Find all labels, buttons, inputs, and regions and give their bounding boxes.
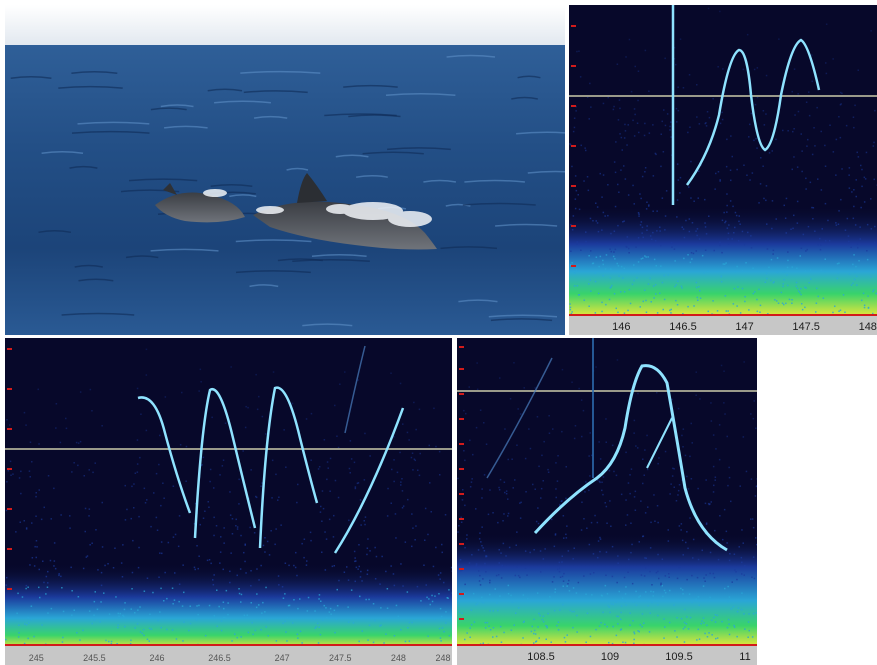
x-axis: 146 146.5 147 147.5 148 bbox=[569, 314, 877, 335]
dolphin-back bbox=[155, 183, 245, 223]
waves bbox=[10, 54, 565, 327]
x-tick: 245 bbox=[28, 653, 44, 663]
spectrogram-bottom-left: 245 245.5 246 246.5 247 247.5 248 248 bbox=[5, 338, 452, 665]
spectrogram-bottom-left-plot bbox=[5, 345, 452, 648]
x-tick: 245.5 bbox=[83, 653, 106, 663]
noise-speckle bbox=[457, 359, 757, 646]
x-tick: 247 bbox=[274, 653, 290, 663]
x-tick: 248 bbox=[390, 653, 406, 663]
faint-contour bbox=[344, 345, 366, 434]
spectrogram-bottom-right-plot bbox=[457, 338, 757, 646]
spectrogram-bottom-right: 108.5 109 109.5 11 bbox=[457, 338, 757, 665]
freq-ticks bbox=[459, 346, 464, 620]
x-tick: 248 bbox=[435, 653, 451, 663]
noise-band bbox=[457, 533, 757, 646]
whistle-contour bbox=[533, 364, 728, 552]
x-tick: 109 bbox=[600, 651, 620, 663]
whistle-contour-3 bbox=[258, 386, 319, 549]
spectrogram-top-right: 146 146.5 147 147.5 148 bbox=[569, 5, 877, 335]
x-axis: 245 245.5 246 246.5 247 247.5 248 248 bbox=[5, 644, 452, 665]
x-tick: 247.5 bbox=[328, 653, 352, 663]
whistle-contour-1 bbox=[137, 396, 192, 514]
spectrogram-top-right-plot bbox=[569, 5, 877, 316]
x-tick: 147 bbox=[735, 321, 754, 333]
x-tick: 146 bbox=[612, 321, 631, 333]
x-tick: 11 bbox=[739, 651, 751, 663]
faint-contour bbox=[486, 357, 553, 479]
x-tick: 108.5 bbox=[527, 651, 555, 663]
x-tick: 246.5 bbox=[208, 653, 231, 663]
dolphin-photo bbox=[5, 5, 565, 335]
whistle-contour-2 bbox=[193, 387, 257, 539]
whistle-contour bbox=[685, 38, 821, 186]
whistle-contour-4 bbox=[333, 407, 405, 554]
noise-band bbox=[569, 205, 877, 316]
whistle-harmonic bbox=[646, 417, 673, 469]
sea bbox=[5, 45, 565, 335]
freq-ticks bbox=[571, 25, 576, 267]
freq-ticks bbox=[7, 348, 12, 590]
x-tick: 147.5 bbox=[792, 321, 820, 333]
x-tick: 146.5 bbox=[669, 321, 697, 333]
water-spray bbox=[203, 189, 432, 227]
noise-band bbox=[5, 563, 452, 648]
dolphin-photo-image bbox=[5, 5, 565, 335]
x-axis: 108.5 109 109.5 11 bbox=[457, 644, 757, 665]
x-tick: 109.5 bbox=[665, 651, 693, 663]
x-tick: 148 bbox=[858, 321, 877, 333]
sky bbox=[5, 5, 565, 49]
x-tick: 246 bbox=[149, 653, 165, 663]
